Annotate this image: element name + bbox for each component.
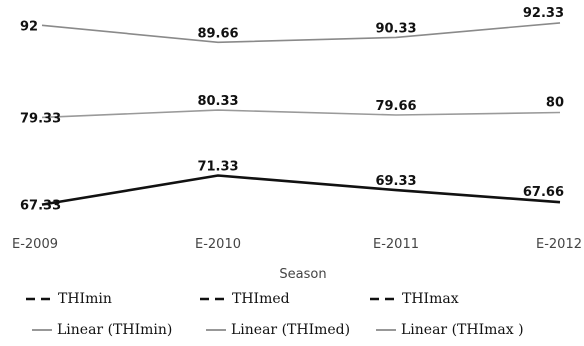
data-label-thimin-3: 67.66: [523, 185, 564, 200]
data-label-thimed-3: 80: [546, 96, 564, 111]
data-label-thimin-0: 67.33: [20, 199, 61, 214]
legend-label-thimed: THImed: [232, 291, 290, 307]
x-tick-label-3: E-2012: [536, 237, 582, 252]
x-axis-ticks: E-2009 E-2010 E-2011 E-2012: [12, 237, 582, 252]
legend-label-thimax: THImax: [402, 291, 459, 307]
data-label-thimax-1: 89.66: [197, 26, 238, 41]
data-label-layer: 92 89.66 90.33 92.33 79.33 80.33 79.66 80 67.33 7…: [20, 6, 564, 214]
data-label-thimax-0: 92: [20, 19, 38, 34]
data-label-thimin-2: 69.33: [375, 174, 416, 189]
data-label-thimed-2: 79.66: [375, 99, 416, 114]
x-axis-title: Season: [279, 267, 326, 282]
data-label-thimax-3: 92.33: [523, 6, 564, 21]
legend-label-thimin: THImin: [58, 291, 112, 307]
legend: THImin THImed THImax Linear (THImin) Linear …: [26, 291, 524, 338]
series-line-thimed: [41, 109, 561, 119]
data-label-thimax-2: 90.33: [375, 21, 416, 36]
legend-label-linear-thimax: Linear (THImax ): [401, 322, 524, 338]
data-label-thimed-1: 80.33: [197, 94, 238, 109]
data-label-thimed-0: 79.33: [20, 111, 61, 126]
series-line-thimax: [41, 22, 561, 44]
x-tick-label-0: E-2009: [12, 237, 58, 252]
legend-label-linear-thimed: Linear (THImed): [231, 322, 350, 338]
series-layer: [41, 22, 561, 206]
series-line-thimin: [41, 174, 561, 206]
legend-label-linear-thimin: Linear (THImin): [57, 322, 172, 338]
x-tick-label-2: E-2011: [373, 237, 419, 252]
x-tick-label-1: E-2010: [195, 237, 241, 252]
data-label-thimin-1: 71.33: [197, 160, 238, 175]
